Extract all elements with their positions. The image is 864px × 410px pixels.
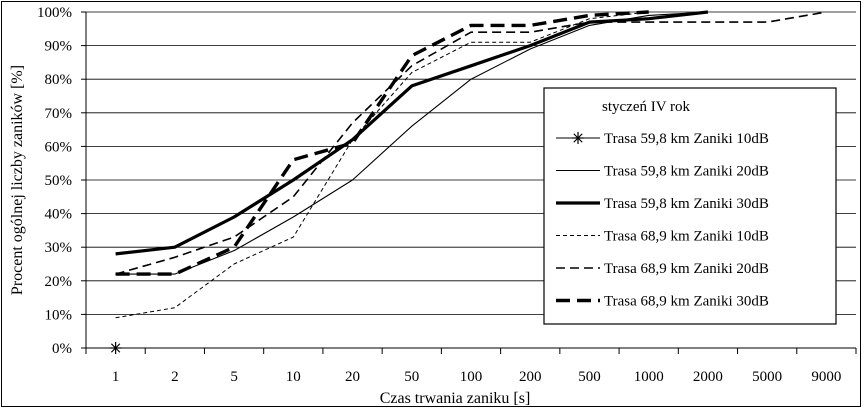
y-tick-label: 10% [45, 307, 73, 323]
legend-label: Trasa 68,9 km Zaniki 10dB [604, 229, 769, 245]
legend-label: Trasa 59,8 km Zaniki 10dB [604, 131, 769, 147]
x-tick-label: 5000 [752, 369, 782, 385]
axes [81, 11, 857, 354]
y-axis-title: Procent ogólnej liczby zaników [%] [9, 65, 26, 295]
legend: styczeń IV rok Trasa 59,8 km Zaniki 10dB… [543, 87, 837, 325]
y-tick-label: 40% [45, 207, 73, 223]
legend-item: Trasa 68,9 km Zaniki 30dB [556, 294, 769, 310]
x-tick-label: 1 [112, 369, 120, 385]
legend-item: Trasa 68,9 km Zaniki 20dB [556, 261, 769, 277]
legend-title: styczeń IV rok [602, 99, 691, 115]
legend-items: Trasa 59,8 km Zaniki 10dB Trasa 59,8 km Z… [556, 131, 769, 310]
x-tick-labels: 1 2 5 10 20 50 100 200 500 1000 2000 5000 9000 [112, 369, 842, 385]
y-tick-label: 50% [45, 173, 73, 189]
legend-label: Trasa 68,9 km Zaniki 20dB [604, 261, 769, 277]
series-3-line [115, 10, 709, 256]
x-tick-label: 2 [171, 369, 179, 385]
legend-item: Trasa 68,9 km Zaniki 10dB [556, 229, 769, 245]
x-tick-label: 10 [286, 369, 301, 385]
x-tick-label: 5 [230, 369, 238, 385]
x-tick-label: 500 [578, 369, 601, 385]
y-tick-labels: 0% 10% 20% 30% 40% 50% 60% 70% 80% 90% 100% [37, 5, 72, 357]
x-tick-label: 9000 [811, 369, 841, 385]
x-tick-label: 20 [345, 369, 360, 385]
series-6-line [115, 10, 649, 276]
x-tick-label: 200 [519, 369, 542, 385]
y-tick-label: 20% [45, 274, 73, 290]
x-axis-title: Czas trwania zaniku [s] [380, 390, 531, 407]
y-tick-label: 0% [52, 341, 72, 357]
series-5-line [115, 11, 827, 275]
series-lines [109, 10, 827, 354]
y-tick-label: 90% [45, 39, 73, 55]
legend-item: Trasa 59,8 km Zaniki 20dB [556, 164, 769, 180]
y-tick-label: 70% [45, 106, 73, 122]
legend-label: Trasa 59,8 km Zaniki 30dB [604, 196, 769, 212]
legend-star-marker [572, 132, 584, 144]
x-tick-label: 1000 [634, 369, 664, 385]
x-tick-label: 2000 [693, 369, 723, 385]
x-tick-label: 100 [460, 369, 483, 385]
series-1-point [109, 342, 122, 354]
y-tick-label: 30% [45, 240, 73, 256]
series-4-line [115, 11, 649, 319]
legend-label: Trasa 68,9 km Zaniki 30dB [604, 294, 769, 310]
legend-label: Trasa 59,8 km Zaniki 20dB [604, 164, 769, 180]
legend-item: Trasa 59,8 km Zaniki 30dB [556, 196, 769, 212]
y-tick-label: 100% [37, 5, 72, 21]
y-tick-label: 80% [45, 72, 73, 88]
legend-box [543, 87, 837, 325]
y-tick-label: 60% [45, 139, 73, 155]
x-tick-label: 50 [404, 369, 419, 385]
legend-item: Trasa 59,8 km Zaniki 10dB [556, 131, 769, 147]
